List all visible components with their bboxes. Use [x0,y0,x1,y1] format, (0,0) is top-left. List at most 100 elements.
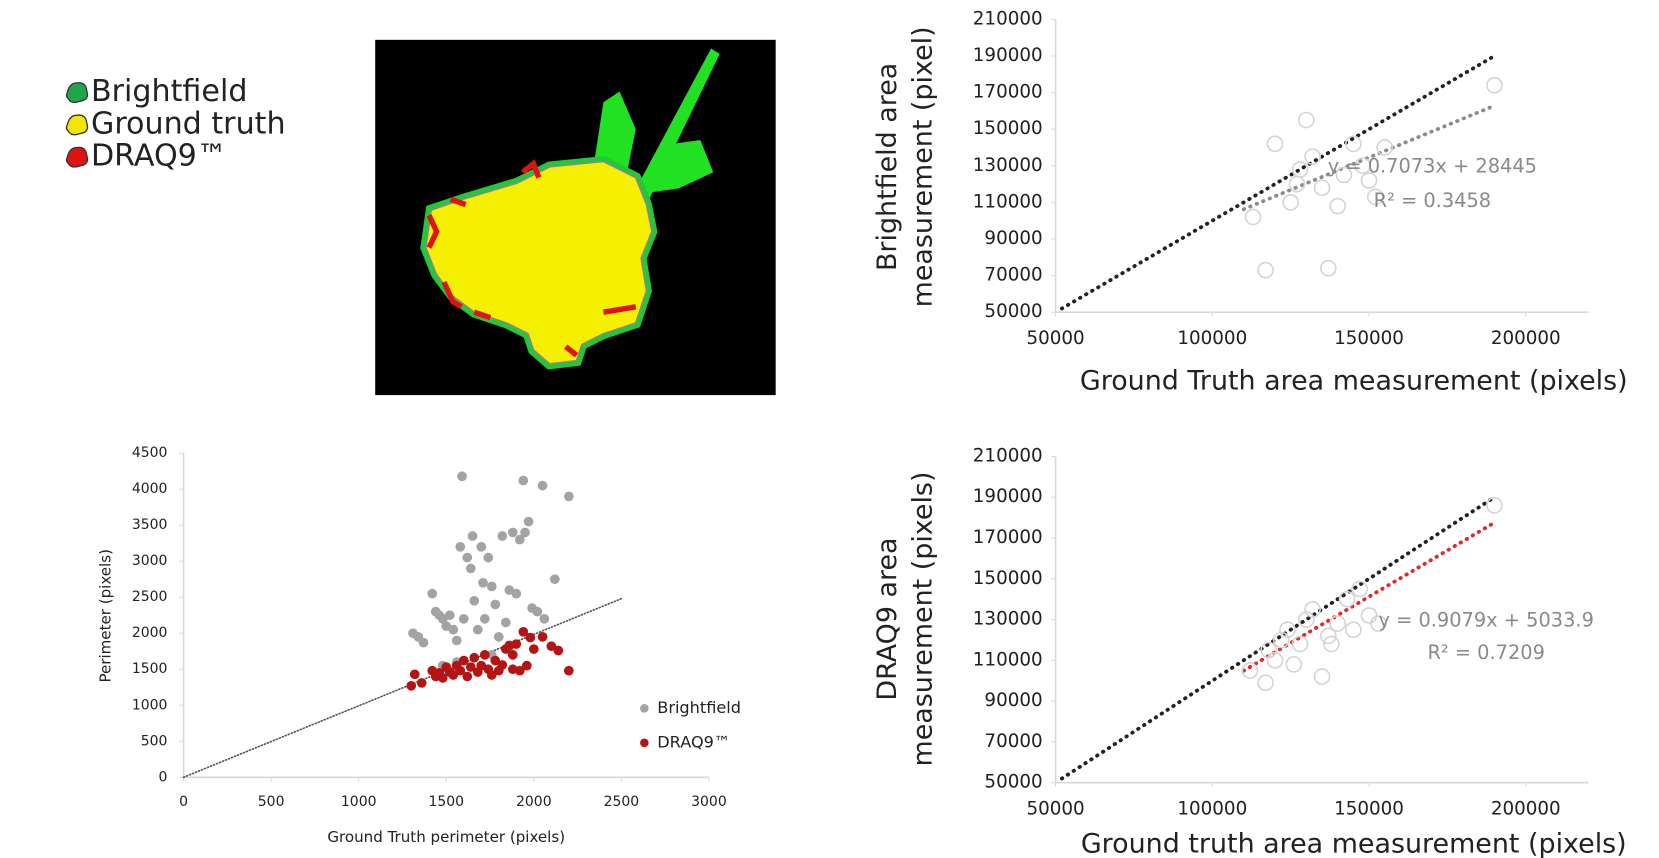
data-point [1266,651,1284,669]
segmentation-image [375,39,776,396]
y-tick-label: 190000 [973,45,1043,66]
data-point [1244,208,1262,226]
data-point [497,531,508,541]
x-tick-label: 2500 [604,794,640,810]
x-axis-label: Ground Truth area measurement (pixels) [1080,366,1628,397]
data-point [525,632,536,643]
data-point [518,626,529,637]
data-point [462,552,473,563]
x-tick-label: 150000 [1334,799,1404,820]
y-tick-label: 90000 [984,228,1042,249]
data-point [448,670,459,680]
data-point [507,650,518,660]
legend-label: DRAQ9™ [657,732,730,751]
data-point [528,644,539,654]
y-tick-label: 0 [159,769,168,785]
trend-annotation: y = 0.7073x + 28445 [1328,154,1537,177]
data-point [507,664,518,675]
x-tick-label: 100000 [1177,328,1247,349]
chart: 50000 70000 90000 110000 130000 150000 170000 1… [872,8,1627,396]
data-point [493,631,504,642]
data-point [1486,76,1503,94]
x-tick-label: 500 [258,794,285,810]
data-point [1285,656,1303,673]
y-tick-label: 3000 [132,553,168,569]
y-tick-label: 70000 [984,265,1042,286]
data-point [537,631,548,642]
legend-label: Brightfield [657,698,741,717]
data-point [521,660,532,671]
data-point [1257,674,1274,692]
x-tick-label: 200000 [1491,799,1561,820]
data-point [437,673,448,683]
data-point [479,650,490,660]
data-point [478,577,488,588]
legend-label: DRAQ9™ [91,139,227,174]
y-tick-label: 500 [141,733,168,749]
data-point [1297,111,1315,129]
data-point [451,635,462,646]
data-point [1376,139,1394,156]
data-point [427,588,438,599]
data-point [511,588,522,599]
data-point [1323,635,1340,653]
data-point [1257,261,1274,279]
y-tick-label: 150000 [973,568,1043,589]
data-point [486,581,497,592]
trend-annotation: R² = 0.7209 [1427,641,1544,664]
data-point [490,655,501,666]
legend-label: Brightfield [91,74,247,109]
data-point [486,670,497,680]
data-point [563,491,574,502]
reference-line [182,597,623,779]
data-point [1366,188,1384,206]
x-axis-label: Ground Truth perimeter (pixels) [327,828,565,846]
y-tick-label: 210000 [973,8,1043,29]
data-point [1266,135,1284,153]
data-point [511,639,522,649]
x-axis-label: Ground truth area measurement (pixels) [1081,829,1627,858]
data-point [500,617,511,628]
x-tick-label: 2000 [516,794,552,810]
reference-line [1059,54,1497,311]
legend-label: Ground truth [91,106,286,141]
y-tick-label: 130000 [973,155,1043,176]
x-tick-label: 50000 [1026,799,1084,820]
data-point [465,563,476,574]
chart: 50000 70000 90000 110000 130000 150000 170000 1… [872,445,1626,858]
y-tick-label: 50000 [984,772,1042,793]
data-point [1319,259,1337,277]
x-tick-label: 1000 [341,794,377,810]
data-point [455,665,466,676]
x-tick-label: 0 [179,794,188,810]
data-point [469,652,480,663]
green-region [641,139,714,194]
draq9-edges [426,159,637,358]
y-tick-label: 4500 [132,445,168,461]
y-axis-label: Brightfield area [872,63,903,271]
data-point [1319,627,1337,645]
y-axis-label: Perimeter (pixels) [97,549,115,683]
data-point [1329,615,1347,632]
legend-marker [640,738,649,748]
data-point [455,541,466,552]
y-tick-label: 3500 [132,517,168,533]
x-tick-label: 100000 [1177,799,1247,820]
trend-annotation: R² = 0.3458 [1374,189,1491,212]
data-point [523,516,534,527]
legend-blob [65,82,89,104]
y-axis-label: measurement (pixel) [908,26,939,307]
y-tick-label: 90000 [984,690,1042,711]
data-point [409,669,420,680]
data-point [458,613,469,624]
y-tick-label: 110000 [973,649,1043,670]
data-point [1282,194,1300,211]
data-point [497,660,508,670]
trend-annotation: y = 0.9079x + 5033.9 [1378,609,1593,632]
legend-blob [65,114,89,136]
data-point [1354,157,1372,175]
legend-marker [640,704,649,713]
data-point [465,662,476,672]
data-point [448,624,459,635]
data-point [1241,662,1259,679]
